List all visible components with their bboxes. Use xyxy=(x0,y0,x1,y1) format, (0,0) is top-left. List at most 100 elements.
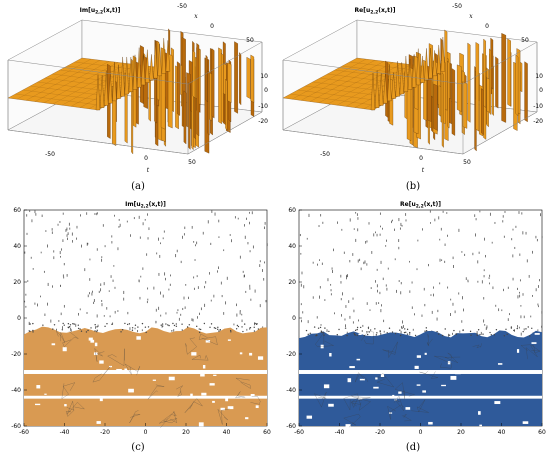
contour-speck xyxy=(66,227,68,231)
surface-ridge xyxy=(407,58,413,90)
surface-ridge xyxy=(120,56,125,97)
contour-speck xyxy=(385,245,387,247)
contour-speck xyxy=(118,225,120,228)
contour-speck xyxy=(387,267,389,270)
contour-speck xyxy=(386,239,387,242)
contour-speck xyxy=(138,279,140,283)
contour-speck xyxy=(87,294,89,298)
contour-speck xyxy=(359,258,361,262)
contour-speck xyxy=(478,251,480,254)
contour-speck xyxy=(51,228,53,231)
contour-speck xyxy=(263,226,265,230)
contour-line xyxy=(129,410,141,424)
contour-gap xyxy=(213,374,217,376)
contour-speck xyxy=(127,311,129,315)
contour-speck xyxy=(319,259,321,261)
contour-dot xyxy=(210,323,213,325)
contour-dot xyxy=(199,328,202,331)
contour-speck xyxy=(188,296,189,300)
contour-dot xyxy=(328,330,330,333)
contour-speck xyxy=(183,233,185,236)
surface-panel-b: Re[u2,2(x,t)] -50 0 50 x 10 0 -10 -20 -50 0 50 t xyxy=(282,3,543,174)
contour-gap xyxy=(398,391,402,394)
contour-speck xyxy=(348,300,350,303)
surface-ridge xyxy=(141,54,146,86)
contour-dot xyxy=(172,322,174,325)
contour-dot xyxy=(391,331,394,333)
surface-ridge xyxy=(416,48,421,86)
contour-speck xyxy=(519,294,521,298)
surface-ridge xyxy=(112,62,117,102)
contour-speck xyxy=(376,284,378,288)
surface-spike xyxy=(456,64,462,112)
contour-speck xyxy=(70,329,72,332)
surface-spike xyxy=(467,42,471,123)
contour-speck xyxy=(67,237,68,241)
contour-speck xyxy=(430,294,432,296)
contour-dot xyxy=(414,334,417,337)
contour-speck xyxy=(86,212,88,215)
contour-dot xyxy=(104,325,106,328)
contour-gap xyxy=(375,377,378,380)
contour-speck xyxy=(110,275,112,278)
contour-speck xyxy=(225,301,227,305)
contour-speck xyxy=(210,299,212,302)
contour-speck xyxy=(488,277,490,279)
contour-speck xyxy=(536,238,538,242)
contour-gap xyxy=(349,366,355,369)
contour-gap xyxy=(191,352,197,356)
contour-speck xyxy=(193,241,195,243)
contour-speck xyxy=(159,254,161,258)
contour-dot xyxy=(173,324,176,327)
surface-spike xyxy=(489,48,492,116)
contour-gap xyxy=(414,365,419,369)
contour-dot xyxy=(476,331,478,333)
contour-dot xyxy=(229,329,232,332)
contour-speck xyxy=(126,220,128,223)
contour-dot xyxy=(320,331,323,333)
contour-speck xyxy=(241,319,243,323)
contour-speck xyxy=(111,241,113,244)
contour-speck xyxy=(423,287,425,291)
contour-speck xyxy=(250,298,252,301)
z-tick-label: -20 xyxy=(533,118,543,125)
contour-dot xyxy=(323,334,325,336)
contour-gap xyxy=(168,376,175,381)
contour-speck xyxy=(221,294,223,298)
contour-speck xyxy=(53,250,55,253)
contour-gap xyxy=(239,352,243,355)
contour-speck xyxy=(217,270,218,273)
contour-speck xyxy=(379,233,381,236)
contour-dot xyxy=(87,329,89,332)
contour-speck xyxy=(399,227,401,230)
contour-speck xyxy=(50,319,52,323)
contour-speck xyxy=(68,222,70,226)
contour-dot xyxy=(96,326,98,328)
contour-speck xyxy=(520,305,522,307)
contour-line xyxy=(191,354,209,361)
contour-speck xyxy=(58,320,60,322)
contour-speck xyxy=(502,215,504,218)
contour-panel-c: Im[u2,2(x,t)] -60 -40 -20 0 20 40 60 60 40 20 0 -20 -… xyxy=(11,201,271,436)
contour-dot xyxy=(94,324,96,326)
contour-speck xyxy=(416,268,418,271)
contour-speck xyxy=(84,268,86,272)
contour-speck xyxy=(398,246,400,250)
contour-speck xyxy=(383,330,385,333)
surface-spike xyxy=(196,42,200,137)
contour-line xyxy=(445,352,461,364)
contour-speck xyxy=(352,253,354,256)
contour-speck xyxy=(357,217,359,220)
contour-speck xyxy=(204,303,206,307)
contour-dot xyxy=(198,328,200,330)
contour-gap xyxy=(116,368,122,372)
contour-dot xyxy=(181,323,183,325)
contour-dot xyxy=(510,327,513,329)
x-tick-label: -50 xyxy=(177,3,187,10)
contour-speck xyxy=(440,227,442,231)
contour-speck xyxy=(523,315,525,319)
panel-title: Re[u2,2(x,t)] xyxy=(355,7,396,16)
contour-gap xyxy=(388,412,393,414)
contour-speck xyxy=(300,283,302,287)
contour-speck xyxy=(173,329,175,332)
